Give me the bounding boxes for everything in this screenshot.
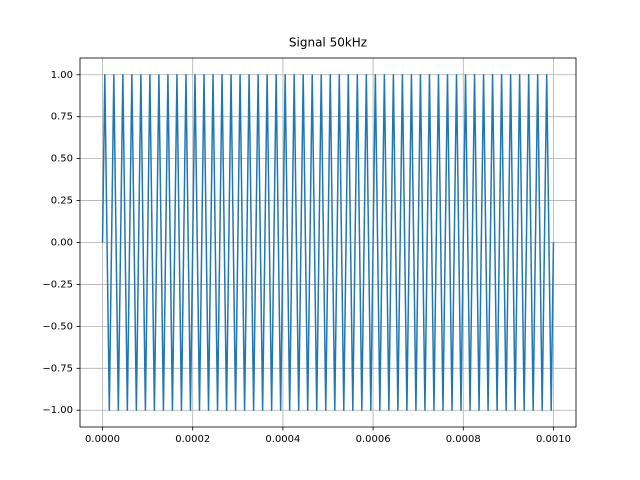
x-tick-label: 0.0006 — [356, 434, 391, 445]
x-tick-label: 0.0002 — [175, 434, 210, 445]
y-tick-label: 0.25 — [51, 196, 73, 207]
y-tick-label: −1.00 — [42, 405, 73, 416]
y-tick-label: −0.75 — [42, 363, 73, 374]
x-tick-label: 0.0000 — [85, 434, 120, 445]
x-tick-label: 0.0004 — [265, 434, 300, 445]
plot-frame — [79, 57, 577, 428]
x-tick-label: 0.0010 — [536, 434, 571, 445]
y-tick-label: 0.75 — [51, 112, 73, 123]
y-tick-label: −0.25 — [42, 279, 73, 290]
y-tick-label: −0.50 — [42, 321, 73, 332]
chart-title: Signal 50kHz — [289, 36, 367, 50]
x-tick-label: 0.0008 — [446, 434, 481, 445]
y-tick-label: 1.00 — [51, 70, 73, 81]
y-tick-label: 0.50 — [51, 154, 73, 165]
line-series — [101, 74, 555, 411]
y-tick-label: 0.00 — [51, 238, 73, 249]
